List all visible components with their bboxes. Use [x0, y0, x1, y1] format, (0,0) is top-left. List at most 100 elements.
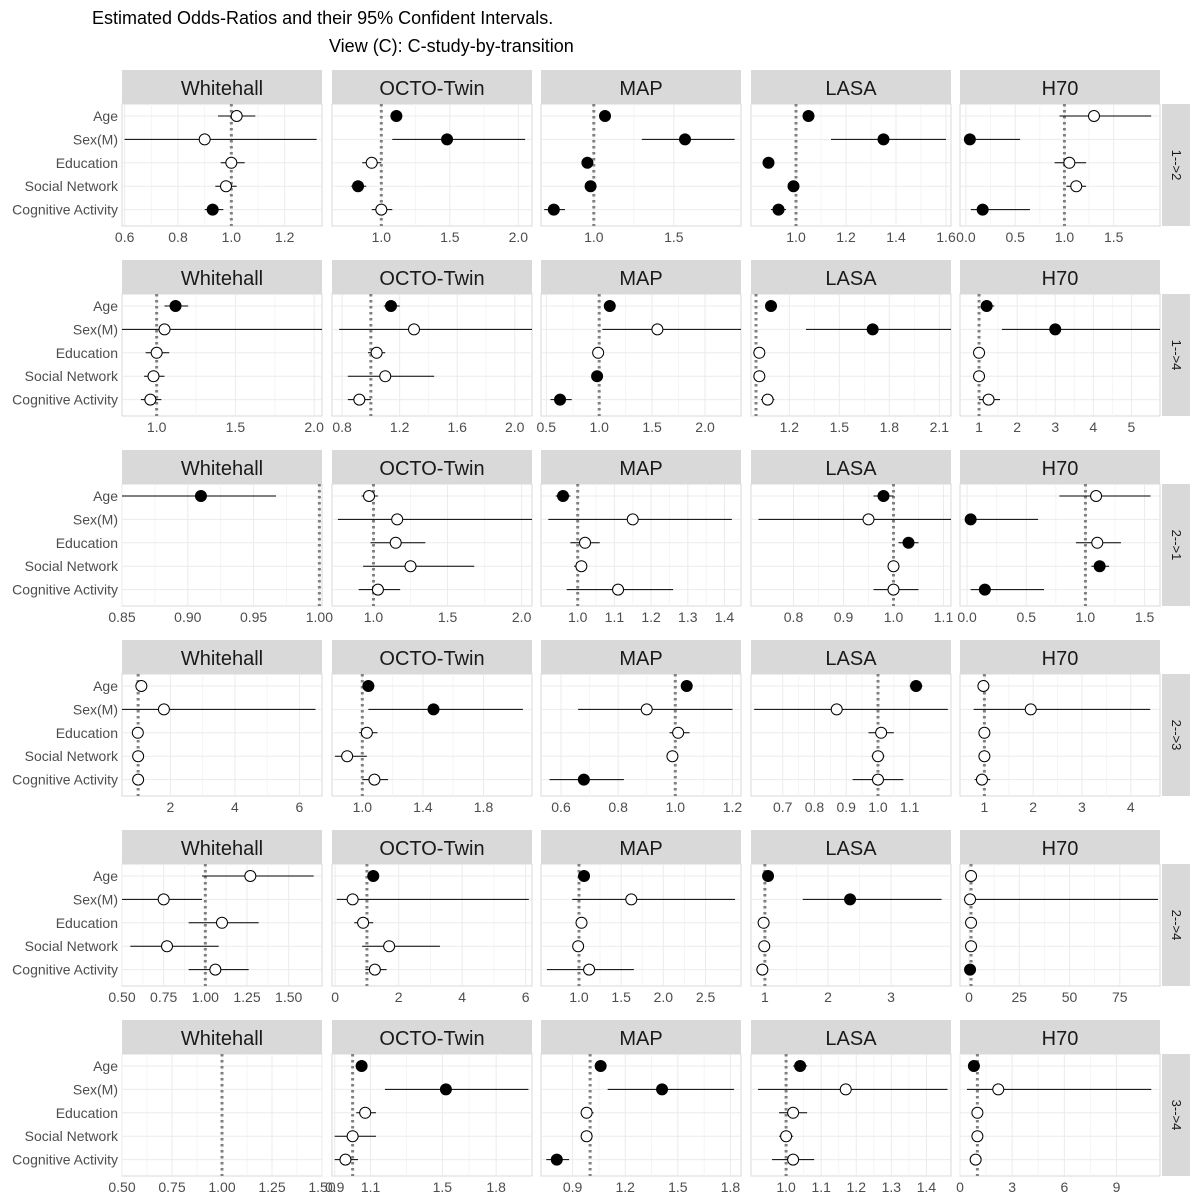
point-estimate: [977, 680, 990, 692]
point-estimate: [967, 1060, 980, 1072]
panel-strip-label: MAP: [619, 648, 662, 670]
x-tick-label: 1.8: [486, 1179, 506, 1195]
x-tick-label: 2.0: [505, 419, 525, 435]
point-estimate: [1090, 490, 1103, 502]
point-estimate: [339, 1153, 352, 1166]
point-estimate: [839, 1083, 852, 1096]
point-estimate: [391, 513, 404, 526]
point-estimate: [206, 203, 219, 216]
panel-whitehall: Whitehall 0.50 0.75 1.00 1.25 1.50: [108, 1020, 336, 1195]
x-tick-label: 1.2: [615, 1179, 635, 1195]
point-estimate: [367, 870, 380, 882]
x-tick-label: 3: [1051, 419, 1059, 435]
panel-strip-label: LASA: [825, 458, 877, 480]
point-estimate: [1091, 536, 1104, 549]
x-tick-label: 0.85: [108, 609, 135, 625]
panel-strip: [751, 70, 951, 104]
point-estimate: [965, 870, 978, 882]
x-tick-label: 0.6: [551, 799, 571, 815]
panel-strip: [541, 70, 741, 104]
x-tick-label: 0.9: [563, 1179, 583, 1195]
panel-strip: [541, 450, 741, 484]
x-tick-label: 6: [296, 799, 304, 815]
point-estimate: [887, 583, 900, 596]
point-estimate: [964, 893, 977, 906]
row-strip-label: 2-->3: [1169, 720, 1184, 751]
point-estimate: [363, 490, 376, 502]
panel-strip-label: OCTO-Twin: [379, 78, 484, 100]
x-tick-label: 5: [1128, 419, 1136, 435]
point-estimate: [579, 536, 592, 549]
x-tick-label: 1.0: [1076, 609, 1096, 625]
facet-row-2-3: Age Sex(M) Education Social Network Cognitiv…: [12, 640, 1190, 815]
point-estimate: [439, 1083, 452, 1096]
x-tick-label: 1.5: [438, 609, 458, 625]
facet-row-1-2: Age Sex(M) Education Social Network Cognitiv…: [12, 70, 1190, 245]
panel-strip: [541, 1020, 741, 1054]
panel-map: MAP 0.5 1.0 1.5 2.0: [537, 260, 742, 435]
facet-row-3-4: Age Sex(M) Education Social Network Cognitiv…: [12, 1020, 1190, 1195]
point-estimate: [161, 940, 173, 953]
x-tick-label: 1.2: [836, 229, 856, 245]
point-estimate: [680, 680, 693, 692]
point-estimate: [787, 1153, 800, 1166]
x-tick-label: 1.1: [900, 799, 920, 815]
point-estimate: [404, 560, 417, 573]
x-tick-label: 0.9: [837, 799, 857, 815]
x-tick-label: 1.0: [147, 419, 167, 435]
x-tick-label: 4: [1089, 419, 1097, 435]
panel-background: [540, 1053, 742, 1177]
x-tick-label: 1.1: [361, 1179, 381, 1195]
x-tick-label: 1: [761, 989, 769, 1005]
point-estimate: [147, 370, 160, 383]
row-strip: [1162, 294, 1190, 416]
panel-strip: [960, 450, 1160, 484]
panel-octo-twin: OCTO-Twin 0.9 1.1 1.5 1.8: [325, 1020, 533, 1195]
x-tick-label: 1.0: [868, 799, 888, 815]
x-tick-label: 0: [331, 989, 339, 1005]
point-estimate: [1070, 180, 1083, 193]
panel-strip: [122, 70, 322, 104]
x-tick-label: 1.5: [440, 229, 460, 245]
point-estimate: [580, 1106, 593, 1119]
point-estimate: [371, 583, 384, 596]
panel-strip: [332, 70, 532, 104]
point-estimate: [640, 703, 653, 716]
panel-strip-label: MAP: [619, 78, 662, 100]
panel-background: [540, 673, 742, 797]
x-tick-label: 1: [980, 799, 988, 815]
point-estimate: [157, 703, 170, 716]
y-tick-label: Age: [93, 678, 118, 694]
point-estimate: [978, 583, 991, 596]
row-strip-label: 2-->4: [1169, 910, 1184, 941]
x-tick-label: 0.0: [956, 229, 976, 245]
x-tick-label: 0.7: [773, 799, 793, 815]
point-estimate: [964, 513, 977, 526]
point-estimate: [787, 1106, 800, 1119]
panel-strip-label: H70: [1042, 648, 1079, 670]
x-tick-label: 0.95: [240, 609, 267, 625]
point-estimate: [594, 1060, 607, 1072]
point-estimate: [762, 156, 775, 169]
point-estimate: [365, 156, 378, 169]
x-tick-label: 1.1: [605, 609, 625, 625]
x-tick-label: 2.5: [696, 989, 716, 1005]
point-estimate: [980, 300, 993, 312]
panel-background: [121, 483, 323, 607]
row-strip: [1162, 864, 1190, 986]
panel-background: [121, 103, 323, 227]
point-estimate: [762, 870, 775, 882]
x-tick-label: 1.4: [715, 609, 735, 625]
panel-strip: [122, 830, 322, 864]
y-tick-label: Education: [56, 1105, 118, 1121]
panel-h70: H70 0.0 0.5 1.0 1.5: [956, 70, 1161, 245]
point-estimate: [787, 180, 800, 193]
x-tick-label: 0: [965, 989, 973, 1005]
point-estimate: [198, 133, 211, 146]
point-estimate: [1087, 110, 1100, 122]
point-estimate: [875, 726, 888, 739]
y-tick-label: Sex(M): [73, 1081, 118, 1097]
point-estimate: [169, 300, 182, 312]
point-estimate: [357, 916, 370, 929]
panel-strip-label: Whitehall: [181, 1028, 263, 1050]
